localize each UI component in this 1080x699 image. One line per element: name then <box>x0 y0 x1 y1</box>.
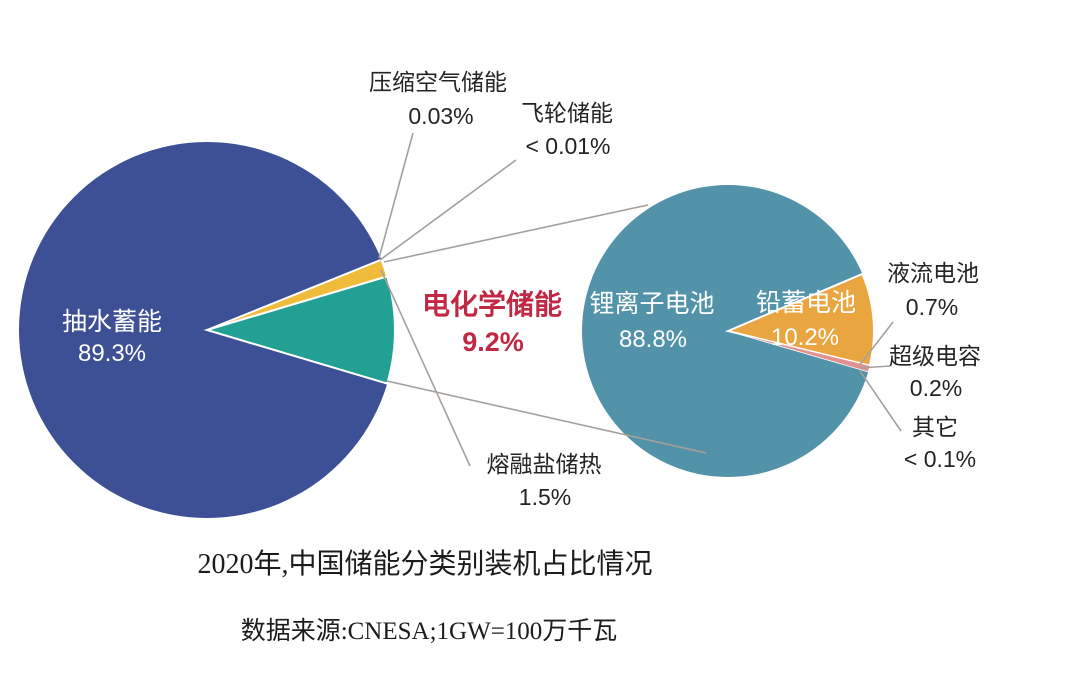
pie-slice-electrochemical <box>203 275 396 385</box>
leader-line-flow-battery <box>858 321 894 367</box>
figure-title: 2020年,中国储能分类别装机占比情况 <box>197 548 652 580</box>
leader-line-compressed-air <box>378 132 414 259</box>
flow-battery-value: 0.7% <box>906 294 958 320</box>
flywheel-label: 飞轮储能 <box>521 100 613 126</box>
leader-line-others <box>859 370 902 432</box>
leader-line-flywheel <box>379 159 517 261</box>
pie-slice-lead-acid <box>724 272 875 367</box>
others-label: 其它 <box>912 414 958 440</box>
supercapacitor-value: 0.2% <box>910 375 962 401</box>
compressed-air-label: 压缩空气储能 <box>369 69 507 95</box>
flow-battery-label: 液流电池 <box>887 260 979 286</box>
electrochemical-value: 9.2% <box>462 327 524 357</box>
molten-salt-label: 熔融盐储热 <box>487 451 602 477</box>
expansion-line-bottom <box>386 380 707 454</box>
pie-slice-flow-battery <box>727 330 871 373</box>
flywheel-value: < 0.01% <box>525 133 610 159</box>
molten-salt-value: 1.5% <box>519 484 571 510</box>
pumped-hydro-value: 89.3% <box>78 340 146 367</box>
others-value: < 0.1% <box>904 446 976 472</box>
figure-source-note: 数据来源:CNESA;1GW=100万千瓦 <box>241 617 618 645</box>
expansion-line-top <box>383 204 649 263</box>
lead-acid-label: 铅蓄电池 <box>756 289 856 317</box>
electrochemical-label: 电化学储能 <box>422 288 562 320</box>
leader-line-molten-salt <box>380 269 471 467</box>
lithium-ion-label: 锂离子电池 <box>589 290 714 318</box>
compressed-air-value: 0.03% <box>408 103 473 129</box>
right-pie-slices <box>724 272 875 373</box>
lead-acid-value: 10.2% <box>771 324 839 351</box>
pumped-hydro-label: 抽水蓄能 <box>62 308 162 336</box>
supercapacitor-label: 超级电容 <box>889 343 981 369</box>
leader-line-supercapacitor <box>859 365 891 369</box>
lithium-ion-value: 88.8% <box>619 326 687 353</box>
